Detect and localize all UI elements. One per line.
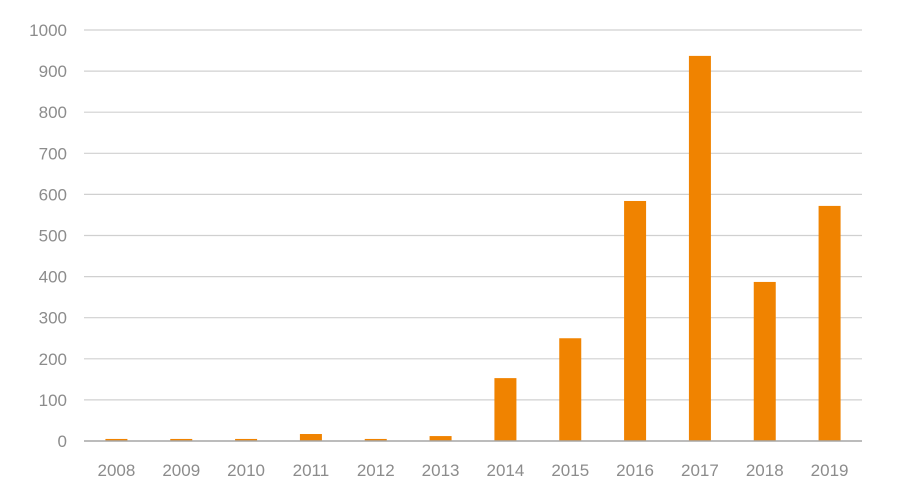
x-tick-label: 2017 bbox=[681, 461, 719, 480]
y-tick-label: 100 bbox=[39, 391, 67, 410]
bar-2017 bbox=[688, 55, 711, 441]
x-tick-label: 2019 bbox=[811, 461, 849, 480]
x-tick-label: 2011 bbox=[293, 461, 330, 480]
y-tick-label: 600 bbox=[39, 185, 67, 204]
x-tick-label: 2010 bbox=[227, 461, 265, 480]
x-tick-label: 2014 bbox=[487, 461, 525, 480]
y-axis-ticks: 0 100 200 300 400 500 600 700 800 900 1000 bbox=[29, 21, 67, 451]
x-tick-label: 2008 bbox=[98, 461, 136, 480]
x-tick-label: 2015 bbox=[551, 461, 589, 480]
bar-2018 bbox=[753, 281, 776, 441]
y-tick-label: 300 bbox=[39, 309, 67, 328]
x-axis-ticks: 2008 2009 2010 2011 2012 2013 2014 2015 2016 2017… bbox=[98, 461, 849, 480]
y-tick-label: 200 bbox=[39, 350, 67, 369]
bar-2010 bbox=[235, 438, 258, 441]
y-tick-label: 500 bbox=[39, 227, 67, 246]
x-tick-label: 2009 bbox=[162, 461, 200, 480]
bar-2014 bbox=[494, 378, 517, 441]
y-tick-label: 700 bbox=[39, 144, 67, 163]
bar-2008 bbox=[105, 438, 128, 441]
y-tick-label: 400 bbox=[39, 268, 67, 287]
gridlines bbox=[84, 29, 862, 401]
bars bbox=[105, 55, 841, 441]
bar-2012 bbox=[364, 438, 387, 441]
bar-2011 bbox=[299, 434, 322, 441]
bar-2019 bbox=[818, 205, 841, 441]
bar-2015 bbox=[559, 338, 582, 441]
y-tick-label: 0 bbox=[58, 432, 67, 451]
x-tick-label: 2018 bbox=[746, 461, 784, 480]
y-tick-label: 1000 bbox=[29, 21, 67, 40]
bar-2016 bbox=[624, 200, 647, 441]
bar-2013 bbox=[429, 436, 452, 441]
x-tick-label: 2016 bbox=[616, 461, 654, 480]
x-tick-label: 2013 bbox=[422, 461, 460, 480]
y-tick-label: 800 bbox=[39, 103, 67, 122]
y-tick-label: 900 bbox=[39, 62, 67, 81]
bar-2009 bbox=[170, 438, 193, 441]
x-tick-label: 2012 bbox=[357, 461, 395, 480]
